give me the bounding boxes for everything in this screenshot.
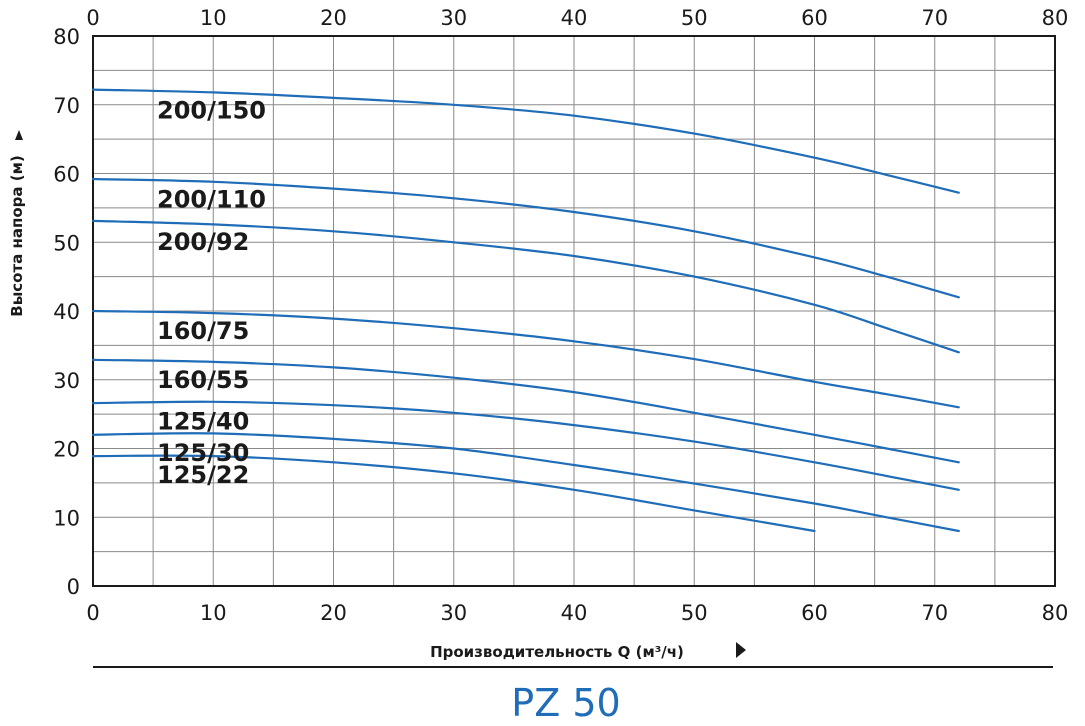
x-axis-title: Производительность Q (м³/ч) [430, 643, 684, 661]
series-label-160-75: 160/75 [157, 317, 249, 345]
x-tick-label-top: 10 [200, 6, 227, 30]
y-tick-label: 0 [67, 575, 80, 599]
series-line-125-40 [91, 400, 960, 491]
series-label-160-55: 160/55 [157, 366, 249, 394]
series-line-160-55 [91, 358, 960, 464]
series-line-125-30 [91, 432, 960, 533]
series-label-200-150: 200/150 [157, 96, 266, 124]
series-line-125-22 [91, 454, 816, 533]
y-tick-label: 60 [53, 163, 80, 187]
x-tick-label-bottom: 80 [1042, 601, 1069, 625]
x-tick-label-top: 30 [440, 6, 467, 30]
x-tick-label-top: 60 [801, 6, 828, 30]
y-tick-label: 70 [53, 94, 80, 118]
series-labels: 200/150 200/110 200/92 160/75 160/55 125/40 12… [157, 96, 266, 489]
x-tick-label-top: 50 [681, 6, 708, 30]
y-axis-arrow-icon [15, 130, 23, 140]
x-tick-label-top: 20 [320, 6, 347, 30]
x-tick-label-top: 70 [921, 6, 948, 30]
series-label-125-40: 125/40 [157, 407, 249, 435]
y-tick-label: 40 [53, 300, 80, 324]
x-tick-label-top: 40 [561, 6, 588, 30]
series-line-200-92 [91, 219, 960, 354]
y-tick-label: 80 [53, 25, 80, 49]
x-axis-arrow-icon [736, 642, 746, 658]
y-tick-label: 20 [53, 438, 80, 462]
x-tick-label-bottom: 0 [86, 601, 99, 625]
x-tick-label-bottom: 40 [561, 601, 588, 625]
y-tick-label: 30 [53, 369, 80, 393]
series-line-200-150 [91, 88, 960, 194]
series-group [91, 88, 960, 533]
series-line-160-75 [91, 309, 960, 409]
chart-title: PZ 50 [511, 681, 620, 725]
series-line-200-110 [91, 177, 960, 299]
tick-labels: 0010102020303040405050606070708080010203… [53, 6, 1068, 625]
y-axis-title: Высота напора (м) [8, 155, 26, 316]
y-tick-label: 10 [53, 506, 80, 530]
x-tick-label-bottom: 70 [921, 601, 948, 625]
x-tick-label-bottom: 50 [681, 601, 708, 625]
grid [93, 36, 1055, 586]
series-label-125-22: 125/22 [157, 461, 249, 489]
x-tick-label-bottom: 20 [320, 601, 347, 625]
x-tick-label-bottom: 10 [200, 601, 227, 625]
x-tick-label-top: 80 [1042, 6, 1069, 30]
x-tick-label-top: 0 [86, 6, 99, 30]
series-label-125-30: 125/30 [157, 439, 249, 467]
series-label-200-92: 200/92 [157, 228, 249, 256]
y-tick-label: 50 [53, 231, 80, 255]
series-label-200-110: 200/110 [157, 186, 266, 214]
x-tick-label-bottom: 30 [440, 601, 467, 625]
x-tick-label-bottom: 60 [801, 601, 828, 625]
